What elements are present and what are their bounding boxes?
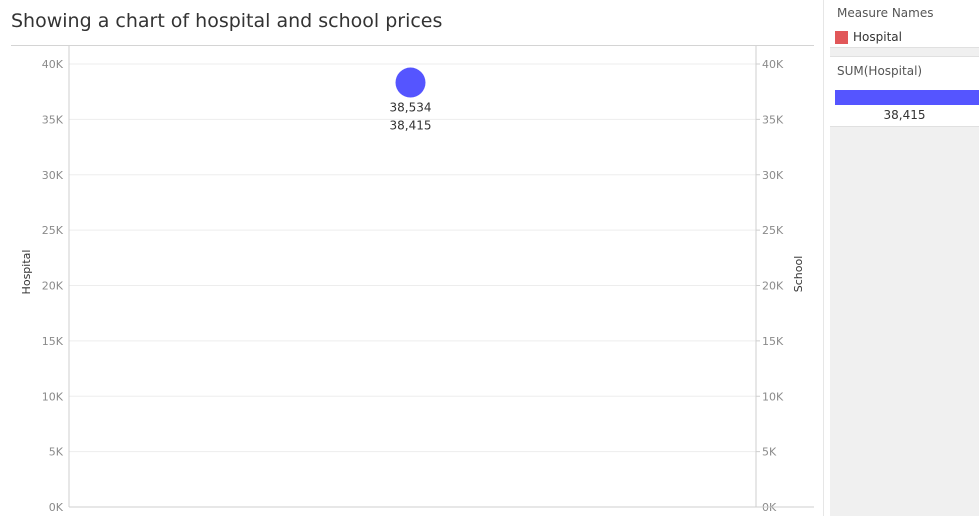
size-legend-bar [835,90,979,105]
y-tick-label: 0K [49,501,64,514]
chart-view: Showing a chart of hospital and school p… [11,10,814,514]
y2-tick-label: 35K [762,113,784,126]
y-tick-label: 10K [42,390,64,403]
view-divider [823,0,824,516]
y2-tick-label: 30K [762,169,784,182]
legend-item-label: Hospital [853,30,902,44]
marks: 38,534 38,415 [390,67,432,133]
chart-title: Showing a chart of hospital and school p… [11,10,443,32]
size-legend[interactable]: SUM(Hospital) 38,415 [830,56,979,127]
legend-item-hospital[interactable]: Hospital [835,29,902,45]
y-tick-label: 30K [42,169,64,182]
data-label: 38,534 [390,101,432,115]
y-tick-label: 5K [49,446,64,459]
y-axis-title-school: School [792,256,805,293]
side-panel: Measure Names Hospital SUM(Hospital) 38,… [830,0,979,516]
y-tick-label: 35K [42,113,64,126]
data-label: 38,415 [390,119,432,133]
y-axis-title-hospital: Hospital [20,250,33,295]
size-legend-value: 38,415 [883,108,926,122]
size-legend-title: SUM(Hospital) [837,64,923,78]
left-axis-ticks: 0K 5K 10K 15K 20K 25K 30K 35K 40K [42,58,64,514]
y2-tick-label: 5K [762,446,777,459]
legend-swatch-icon [835,30,848,44]
y-tick-label: 40K [42,58,64,71]
y2-tick-label: 20K [762,280,784,293]
scatter-plot: 0K 5K 10K 15K 20K 25K 30K 35K 40K 0K 5K 10K 15K 20K 2… [20,46,814,514]
y-tick-label: 25K [42,224,64,237]
y2-tick-label: 15K [762,335,784,348]
data-point [395,67,426,98]
y2-tick-label: 40K [762,58,784,71]
y2-tick-label: 10K [762,390,784,403]
title-divider [11,45,814,46]
y-tick-label: 20K [42,280,64,293]
y-tick-label: 15K [42,335,64,348]
color-legend[interactable]: Measure Names Hospital [830,0,979,48]
color-legend-title: Measure Names [837,6,934,20]
y2-tick-label: 25K [762,224,784,237]
gridlines [69,63,756,453]
